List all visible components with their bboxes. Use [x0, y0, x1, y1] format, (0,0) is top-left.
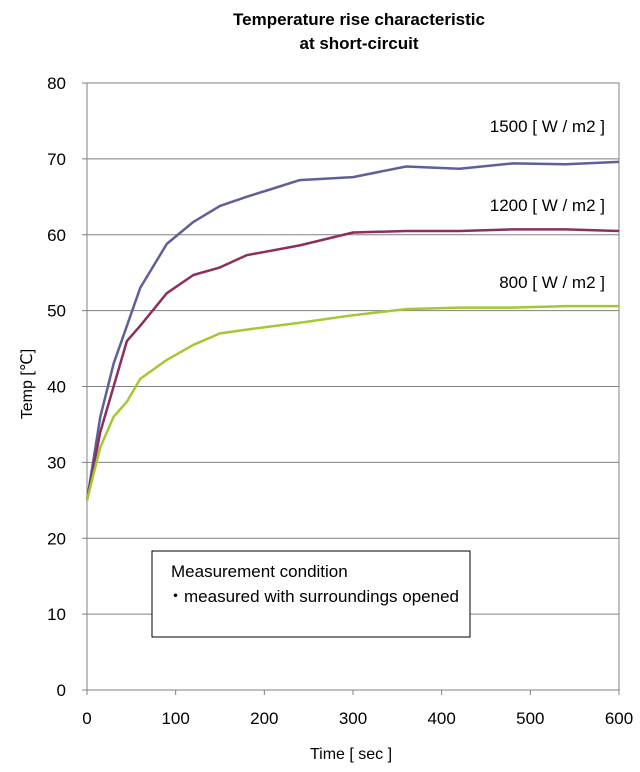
series-label-2: 1200 [ W / m2 ]: [490, 196, 605, 215]
axis-ticks: [82, 82, 620, 695]
y-tick-label-30: 30: [47, 453, 66, 472]
series-line-1: [85, 160, 620, 501]
y-tick-label-10: 10: [47, 605, 66, 624]
y-axis-label: Temp [℃]: [19, 349, 36, 419]
series-label-1: 1500 [ W / m2 ]: [490, 117, 605, 136]
x-tick-label-0: 0: [82, 709, 91, 728]
chart-title-line-2: at short-circuit: [299, 34, 418, 53]
x-axis-label: Time [ sec ]: [310, 746, 392, 763]
series-labels: 1500 [ W / m2 ] 1200 [ W / m2 ] 800 [ W / …: [490, 117, 605, 292]
x-tick-label-600: 600: [605, 709, 633, 728]
x-tick-label-400: 400: [427, 709, 455, 728]
y-tick-labels: 0 10 20 30 40 50 60 70 80: [47, 74, 66, 700]
y-tick-label-40: 40: [47, 378, 66, 397]
x-tick-labels: 0 100 200 300 400 500 600: [82, 709, 633, 728]
x-tick-label-500: 500: [516, 709, 544, 728]
y-tick-label-60: 60: [47, 226, 66, 245]
series-line-3: [85, 304, 619, 501]
grid-lines: [87, 158, 619, 615]
y-tick-label-20: 20: [47, 529, 66, 548]
y-tick-label-70: 70: [47, 150, 66, 169]
y-tick-label-50: 50: [47, 302, 66, 321]
annotation-line-1: Measurement condition: [171, 562, 348, 581]
annotation-line-2: ・measured with surroundings opened: [167, 587, 459, 606]
x-tick-label-100: 100: [161, 709, 189, 728]
x-tick-label-300: 300: [339, 709, 367, 728]
series-lines: [85, 160, 620, 501]
chart-title-line-1: Temperature rise characteristic: [233, 10, 485, 29]
x-tick-label-200: 200: [250, 709, 278, 728]
y-tick-label-80: 80: [47, 74, 66, 93]
y-tick-label-0: 0: [57, 681, 66, 700]
measurement-condition-box: Measurement condition ・measured with sur…: [151, 550, 471, 638]
series-label-3: 800 [ W / m2 ]: [499, 273, 605, 292]
series-line-2: [85, 228, 620, 501]
